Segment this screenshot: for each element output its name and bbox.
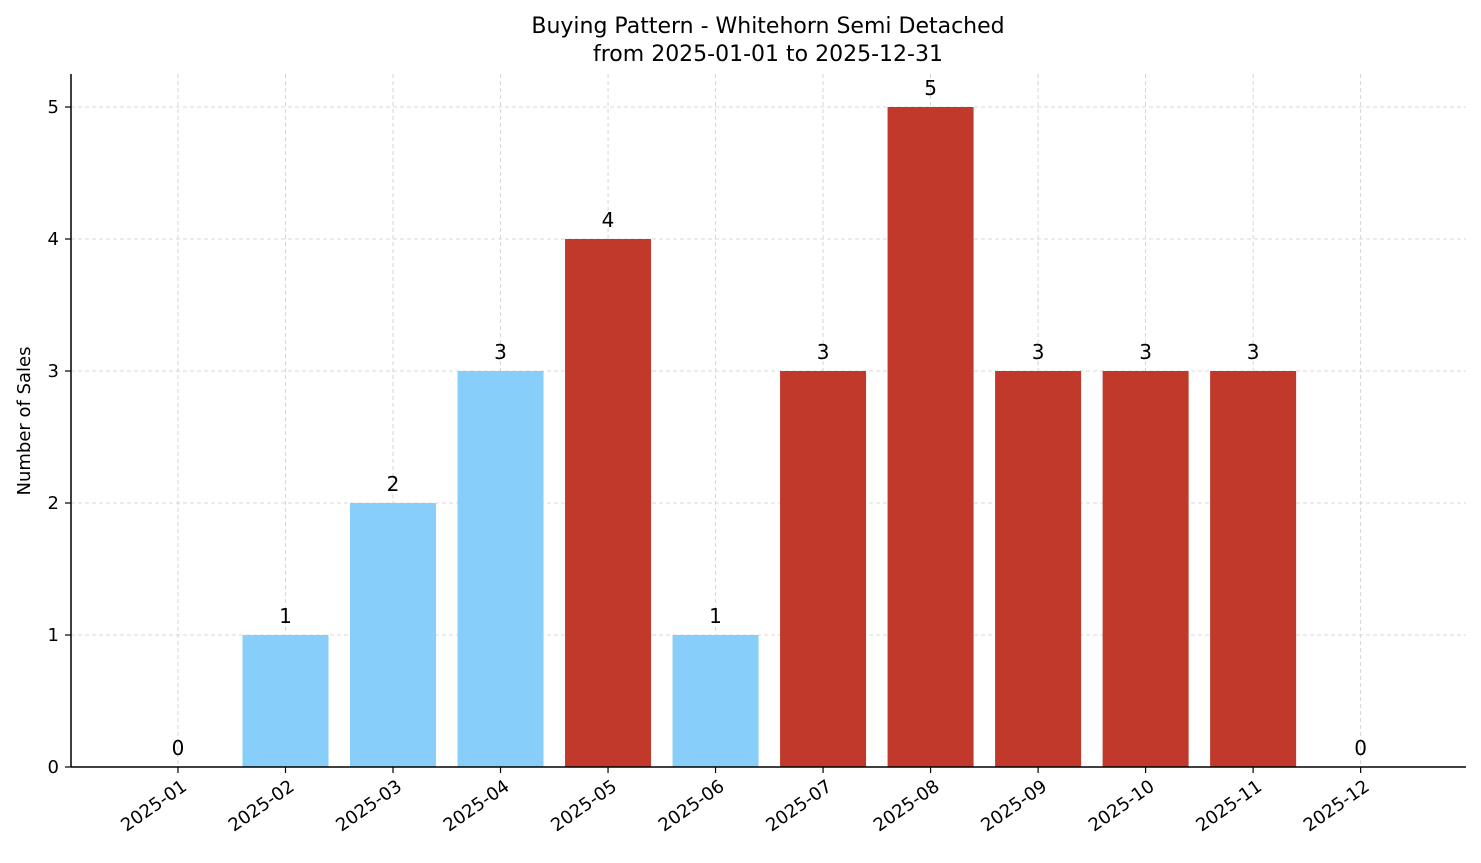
bar-2025-10 [1102, 371, 1189, 767]
x-tick-label: 2025-03 [332, 776, 406, 836]
bar-2025-05 [565, 239, 652, 767]
bar-2025-07 [780, 371, 867, 767]
y-tick-label: 0 [48, 757, 59, 778]
x-tick-label: 2025-11 [1192, 776, 1266, 836]
x-tick-label: 2025-08 [870, 776, 944, 836]
x-tick-label: 2025-01 [117, 776, 191, 836]
chart-subtitle: from 2025-01-01 to 2025-12-31 [593, 42, 943, 67]
data-label-2025-09: 3 [1032, 340, 1045, 364]
y-tick-label: 1 [48, 625, 59, 646]
data-label-2025-12: 0 [1354, 736, 1367, 760]
x-tick-label: 2025-09 [977, 776, 1051, 836]
bar-2025-11 [1210, 371, 1297, 767]
x-tick-label: 2025-07 [762, 776, 836, 836]
data-label-2025-11: 3 [1247, 340, 1260, 364]
data-label-2025-04: 3 [494, 340, 507, 364]
x-tick-label: 2025-02 [225, 776, 299, 836]
data-label-2025-05: 4 [602, 208, 615, 232]
x-tick-label: 2025-04 [440, 776, 514, 836]
bar-2025-04 [457, 371, 544, 767]
bar-2025-08 [887, 107, 974, 767]
y-tick-label: 3 [48, 361, 59, 382]
bar-2025-09 [995, 371, 1082, 767]
data-label-2025-01: 0 [172, 736, 185, 760]
x-tick-label: 2025-12 [1300, 776, 1374, 836]
y-tick-label: 2 [48, 493, 59, 514]
bar-2025-02 [242, 635, 329, 767]
x-tick-label: 2025-05 [547, 776, 621, 836]
chart-title: Buying Pattern - Whitehorn Semi Detached [531, 14, 1004, 39]
data-label-2025-02: 1 [279, 604, 292, 628]
data-label-2025-06: 1 [709, 604, 722, 628]
bars [242, 107, 1297, 767]
y-axis-label: Number of Sales [14, 346, 35, 495]
data-label-2025-03: 2 [387, 472, 400, 496]
data-labels: 0 1 2 3 4 1 3 5 3 3 3 0 [172, 76, 1367, 760]
x-tick-label: 2025-06 [655, 776, 729, 836]
bar-2025-03 [350, 503, 437, 767]
x-tick-label: 2025-10 [1085, 776, 1159, 836]
data-label-2025-10: 3 [1139, 340, 1152, 364]
data-label-2025-07: 3 [817, 340, 830, 364]
data-label-2025-08: 5 [924, 76, 937, 100]
bar-2025-06 [672, 635, 759, 767]
y-tick-label: 5 [48, 97, 59, 118]
y-tick-label: 4 [48, 229, 59, 250]
